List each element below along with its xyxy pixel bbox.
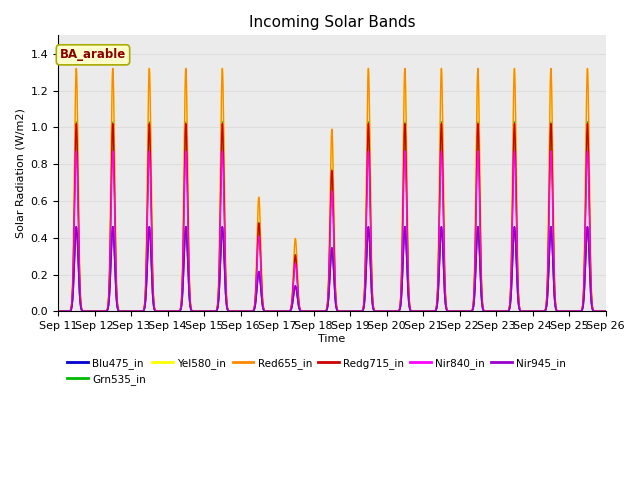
Blu475_in bbox=[602, 309, 609, 314]
Redg715_in bbox=[434, 285, 442, 290]
Blu475_in bbox=[54, 309, 62, 314]
Nir840_in bbox=[602, 309, 609, 314]
Line: Red655_in: Red655_in bbox=[58, 69, 605, 312]
Line: Nir840_in: Nir840_in bbox=[58, 151, 605, 312]
Nir945_in bbox=[238, 309, 246, 314]
Blu475_in bbox=[72, 224, 80, 229]
Nir945_in bbox=[72, 224, 80, 229]
Text: BA_arable: BA_arable bbox=[60, 48, 126, 61]
Redg715_in bbox=[319, 309, 326, 314]
Red655_in bbox=[319, 309, 326, 314]
Red655_in bbox=[477, 273, 485, 279]
Nir945_in bbox=[54, 309, 62, 314]
Nir945_in bbox=[434, 298, 442, 303]
Nir840_in bbox=[477, 285, 485, 291]
Red655_in bbox=[238, 309, 246, 314]
Yel580_in bbox=[319, 309, 326, 314]
Line: Grn535_in: Grn535_in bbox=[58, 122, 605, 312]
Red655_in bbox=[54, 309, 62, 314]
Nir945_in bbox=[477, 296, 485, 302]
Redg715_in bbox=[602, 309, 609, 314]
Yel580_in bbox=[238, 309, 246, 314]
Yel580_in bbox=[72, 66, 80, 72]
Red655_in bbox=[434, 278, 442, 284]
Grn535_in bbox=[477, 281, 485, 287]
Blu475_in bbox=[113, 294, 120, 300]
Nir840_in bbox=[54, 309, 62, 314]
Yel580_in bbox=[602, 309, 609, 314]
Yel580_in bbox=[477, 273, 485, 279]
Yel580_in bbox=[113, 268, 120, 274]
Grn535_in bbox=[54, 309, 62, 314]
Redg715_in bbox=[477, 281, 485, 287]
Blu475_in bbox=[120, 309, 128, 314]
Nir945_in bbox=[602, 309, 609, 314]
Yel580_in bbox=[120, 309, 128, 314]
Grn535_in bbox=[238, 309, 246, 314]
Blu475_in bbox=[434, 298, 442, 303]
Nir945_in bbox=[113, 294, 120, 300]
Redg715_in bbox=[113, 277, 120, 283]
Red655_in bbox=[113, 268, 120, 274]
Line: Yel580_in: Yel580_in bbox=[58, 69, 605, 312]
Nir840_in bbox=[319, 309, 326, 314]
Nir840_in bbox=[120, 309, 128, 314]
Red655_in bbox=[120, 309, 128, 314]
Blu475_in bbox=[477, 296, 485, 302]
Blu475_in bbox=[238, 309, 246, 314]
Redg715_in bbox=[120, 309, 128, 314]
Redg715_in bbox=[54, 309, 62, 314]
Nir945_in bbox=[120, 309, 128, 314]
X-axis label: Time: Time bbox=[318, 334, 346, 344]
Title: Incoming Solar Bands: Incoming Solar Bands bbox=[248, 15, 415, 30]
Nir945_in bbox=[319, 309, 326, 314]
Grn535_in bbox=[319, 309, 326, 314]
Line: Redg715_in: Redg715_in bbox=[58, 124, 605, 312]
Grn535_in bbox=[113, 277, 120, 283]
Yel580_in bbox=[434, 278, 442, 284]
Yel580_in bbox=[54, 309, 62, 314]
Redg715_in bbox=[72, 121, 80, 127]
Nir840_in bbox=[113, 282, 120, 288]
Grn535_in bbox=[602, 309, 609, 314]
Line: Nir945_in: Nir945_in bbox=[58, 227, 605, 312]
Grn535_in bbox=[434, 285, 442, 290]
Nir840_in bbox=[434, 288, 442, 294]
Redg715_in bbox=[238, 309, 246, 314]
Line: Blu475_in: Blu475_in bbox=[58, 227, 605, 312]
Red655_in bbox=[72, 66, 80, 72]
Y-axis label: Solar Radiation (W/m2): Solar Radiation (W/m2) bbox=[15, 108, 25, 238]
Legend: Blu475_in, Grn535_in, Yel580_in, Red655_in, Redg715_in, Nir840_in, Nir945_in: Blu475_in, Grn535_in, Yel580_in, Red655_… bbox=[63, 354, 570, 389]
Grn535_in bbox=[72, 119, 80, 125]
Grn535_in bbox=[120, 309, 128, 314]
Nir840_in bbox=[238, 309, 246, 314]
Blu475_in bbox=[319, 309, 326, 314]
Nir840_in bbox=[72, 148, 80, 154]
Red655_in bbox=[602, 309, 609, 314]
